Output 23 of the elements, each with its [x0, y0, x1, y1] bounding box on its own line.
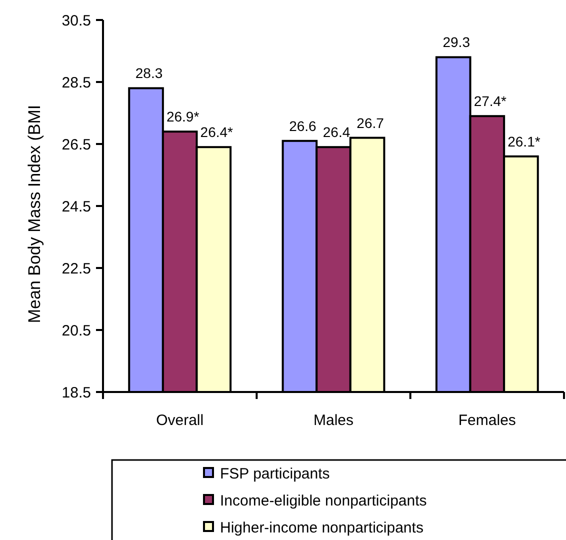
- data-label: 28.3: [135, 65, 163, 82]
- data-label: 27.4*: [474, 93, 508, 110]
- data-label: 26.6: [289, 118, 317, 134]
- x-tick-label: Females: [458, 412, 516, 429]
- data-label: 29.3: [442, 34, 470, 50]
- data-label: 26.9*: [166, 108, 200, 125]
- y-axis-title: Mean Body Mass Index (BMI: [25, 104, 44, 324]
- legend-label: FSP participants: [220, 465, 330, 482]
- y-tick-label: 30.5: [62, 12, 91, 30]
- y-tick-label: 22.5: [62, 260, 91, 278]
- y-tick-label: 28.5: [62, 74, 91, 92]
- legend-label: Higher-income nonparticipants: [220, 519, 424, 536]
- y-tick-label: 20.5: [62, 322, 91, 340]
- data-label: 26.7: [356, 114, 384, 131]
- y-tick-label: 24.5: [62, 198, 91, 216]
- x-tick-label: Overall: [156, 412, 204, 429]
- x-tick-label: Males: [313, 412, 354, 429]
- data-label: 26.1*: [508, 133, 541, 150]
- y-tick-label: 18.5: [62, 384, 91, 402]
- data-label: 26.4*: [200, 124, 234, 140]
- y-tick-label: 26.5: [62, 136, 91, 154]
- data-label: 26.4: [322, 124, 350, 140]
- legend-label: Income-eligible nonparticipants: [220, 492, 427, 510]
